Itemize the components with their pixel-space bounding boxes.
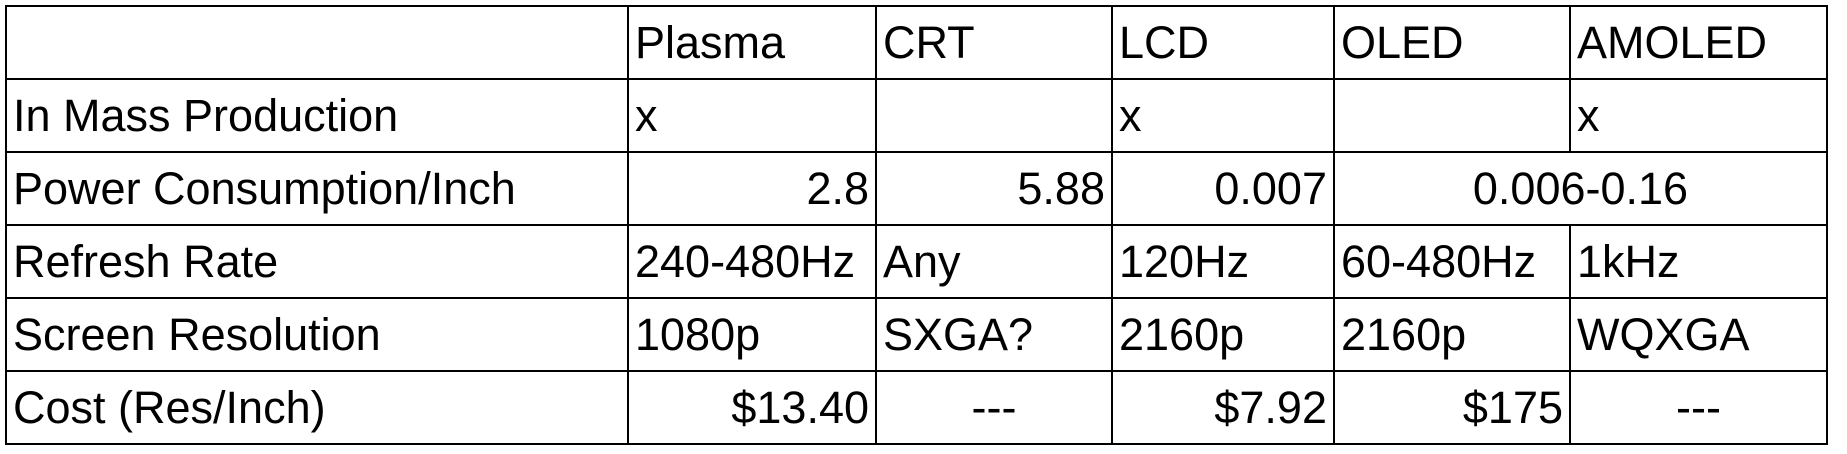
cell-oled-amoled-merged: 0.006-0.16 — [1333, 151, 1828, 226]
header-crt: CRT — [875, 5, 1113, 80]
cell-crt: --- — [875, 370, 1113, 445]
cell-oled — [1333, 78, 1571, 153]
cell-lcd: 2160p — [1111, 297, 1335, 372]
row-label: Refresh Rate — [5, 224, 629, 299]
header-oled: OLED — [1333, 5, 1571, 80]
cell-oled: 2160p — [1333, 297, 1571, 372]
cell-crt — [875, 78, 1113, 153]
cell-lcd: x — [1111, 78, 1335, 153]
cell-crt: 5.88 — [875, 151, 1113, 226]
row-power-consumption: Power Consumption/Inch 2.8 5.88 0.007 0.… — [5, 151, 1828, 226]
header-lcd: LCD — [1111, 5, 1335, 80]
row-label: Screen Resolution — [5, 297, 629, 372]
cell-amoled: WQXGA — [1569, 297, 1828, 372]
row-cost: Cost (Res/Inch) $13.40 --- $7.92 $175 --… — [5, 370, 1828, 445]
cell-crt: SXGA? — [875, 297, 1113, 372]
cell-crt: Any — [875, 224, 1113, 299]
cell-amoled: x — [1569, 78, 1828, 153]
cell-lcd: 0.007 — [1111, 151, 1335, 226]
row-label: In Mass Production — [5, 78, 629, 153]
cell-lcd: $7.92 — [1111, 370, 1335, 445]
row-label: Power Consumption/Inch — [5, 151, 629, 226]
cell-plasma: x — [627, 78, 877, 153]
cell-lcd: 120Hz — [1111, 224, 1335, 299]
display-technology-comparison-table: Plasma CRT LCD OLED AMOLED In Mass Produ… — [5, 5, 1828, 445]
cell-plasma: 240-480Hz — [627, 224, 877, 299]
cell-amoled: --- — [1569, 370, 1828, 445]
header-row: Plasma CRT LCD OLED AMOLED — [5, 5, 1828, 80]
cell-plasma: 1080p — [627, 297, 877, 372]
row-label: Cost (Res/Inch) — [5, 370, 629, 445]
row-refresh-rate: Refresh Rate 240-480Hz Any 120Hz 60-480H… — [5, 224, 1828, 299]
cell-plasma: 2.8 — [627, 151, 877, 226]
header-corner-cell — [5, 5, 629, 80]
row-mass-production: In Mass Production x x x — [5, 78, 1828, 153]
header-amoled: AMOLED — [1569, 5, 1828, 80]
cell-oled: $175 — [1333, 370, 1571, 445]
row-screen-resolution: Screen Resolution 1080p SXGA? 2160p 2160… — [5, 297, 1828, 372]
header-plasma: Plasma — [627, 5, 877, 80]
cell-oled: 60-480Hz — [1333, 224, 1571, 299]
cell-plasma: $13.40 — [627, 370, 877, 445]
cell-amoled: 1kHz — [1569, 224, 1828, 299]
